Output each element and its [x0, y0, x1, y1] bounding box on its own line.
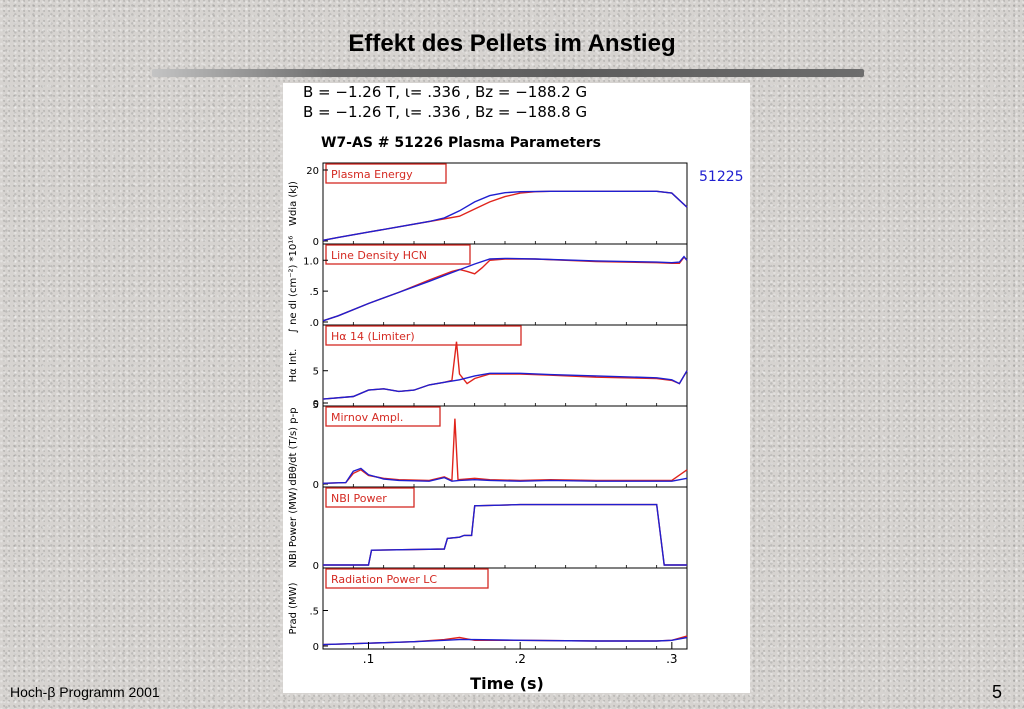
- panel-label-text: Line Density HCN: [331, 249, 427, 262]
- panel-label-box: [325, 487, 415, 508]
- series-51225-line: [322, 636, 688, 646]
- series-51225-line: [322, 190, 688, 241]
- panel-label-text: NBI Power: [331, 492, 387, 505]
- panel-6: Radiation Power LC .5 0 Prad (MW): [288, 567, 688, 653]
- y-tick-label: .5: [309, 287, 319, 298]
- y-tick-label: 0: [313, 642, 319, 653]
- y-axis-label: NBI Power (MW): [288, 487, 299, 567]
- panel-label-text: Radiation Power LC: [331, 573, 437, 586]
- footer-program-label: Hoch-β Programm 2001: [10, 684, 160, 700]
- x-tick-label: .1: [363, 652, 374, 666]
- y-tick-label: 5: [313, 367, 319, 378]
- panels-group: Plasma Energy 20 0 Wdia (kJ) Line Density HC…: [288, 162, 688, 653]
- series-51226-line: [322, 341, 688, 400]
- panel-label-box: [325, 406, 441, 427]
- y-axis-label: dBθ/dt (T/s) p-p: [288, 407, 299, 485]
- panel-label-box: [325, 244, 471, 265]
- y-tick-label: 0: [313, 399, 319, 410]
- x-axis-label: Time (s): [470, 674, 544, 693]
- series-51226-line: [322, 190, 688, 241]
- panel-1: Plasma Energy 20 0 Wdia (kJ): [288, 162, 688, 248]
- y-tick-label: 0: [313, 561, 319, 572]
- panel-label-box: [325, 325, 522, 346]
- panel-label-box: [325, 568, 489, 589]
- y-tick-label: 1.0: [303, 256, 319, 267]
- panel-label-box: [325, 163, 447, 184]
- chart-title: W7-AS # 51226 Plasma Parameters: [321, 135, 601, 151]
- series-51226-line: [322, 256, 688, 322]
- y-tick-label: .5: [309, 607, 319, 618]
- header-line-1: B = −1.26 T, ι= .336 , Bz = −188.2 G: [303, 83, 587, 101]
- y-axis-label: ∫ ne dl (cm⁻²) *10¹⁶: [288, 236, 299, 334]
- series-51226-line: [323, 503, 687, 566]
- y-tick-label: 20: [306, 166, 319, 177]
- y-tick-label: 0: [313, 237, 319, 248]
- slide-title: Effekt des Pellets im Anstieg: [348, 30, 676, 57]
- header-line-2: B = −1.26 T, ι= .336 , Bz = −188.8 G: [303, 103, 587, 121]
- x-tick-label: .2: [514, 652, 525, 666]
- y-axis-label: Hα Int.: [288, 349, 299, 383]
- panel-label-text: Plasma Energy: [331, 168, 413, 181]
- y-tick-label: 5: [313, 400, 319, 411]
- plasma-parameters-plot: B = −1.26 T, ι= .336 , Bz = −188.2 G B =…: [283, 83, 750, 693]
- y-tick-label: 0: [313, 480, 319, 491]
- y-axis-label: Wdia (kJ): [288, 181, 299, 226]
- series-51225-line: [323, 503, 687, 566]
- x-tick-label: .3: [666, 652, 677, 666]
- title-underline-bar: [152, 69, 864, 77]
- x-ticks-group: .1 .2 .3: [363, 642, 678, 666]
- panel-label-text: Mirnov Ampl.: [331, 411, 403, 424]
- legend-51225: 51225: [699, 169, 744, 185]
- panel-label-text: Hα 14 (Limiter): [331, 330, 415, 343]
- y-tick-label: .0: [309, 318, 319, 329]
- series-51225-line: [322, 255, 688, 322]
- panel-5: NBI Power 0 NBI Power (MW): [288, 486, 688, 572]
- plasma-chart-svg: B = −1.26 T, ι= .336 , Bz = −188.2 G B =…: [288, 83, 744, 693]
- y-axis-label: Prad (MW): [288, 582, 299, 634]
- series-51225-line: [322, 370, 688, 400]
- panel-2: Line Density HCN 1.0 .5 .0 ∫ ne dl (cm⁻²) *1…: [288, 236, 688, 334]
- page-number: 5: [992, 682, 1003, 702]
- series-51225-line: [322, 467, 688, 484]
- series-51226-line: [322, 418, 688, 484]
